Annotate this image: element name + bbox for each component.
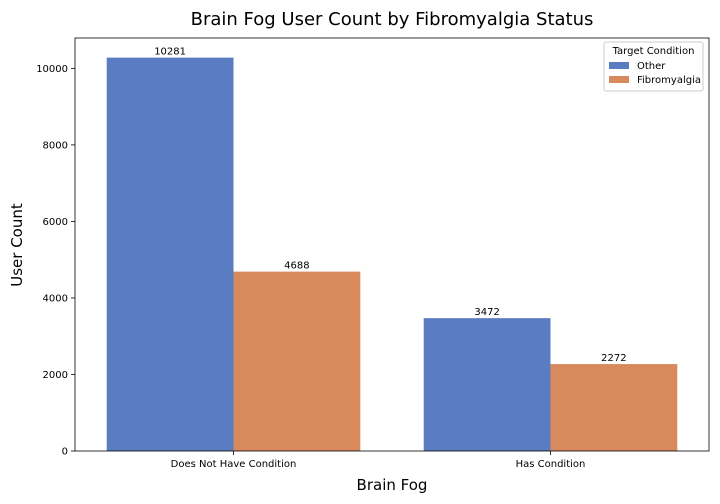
bar-fibromyalgia-1 bbox=[550, 364, 678, 451]
plot-frame bbox=[74, 37, 710, 452]
data-label: 3472 bbox=[474, 307, 499, 318]
y-tick-label: 4000 bbox=[43, 293, 68, 304]
plot-area: 10281 3472 4688 2272 0 2000 4000 6000 8000 10000 D… bbox=[36, 37, 710, 470]
legend: Target Condition Other Fibromyalgia bbox=[603, 41, 704, 92]
legend-swatch-fibromyalgia bbox=[609, 76, 629, 83]
bar-fibromyalgia-0 bbox=[233, 271, 361, 451]
x-axis-label: Brain Fog bbox=[357, 476, 428, 494]
data-label: 2272 bbox=[601, 353, 626, 364]
data-label: 4688 bbox=[284, 261, 309, 272]
y-tick-label: 2000 bbox=[43, 370, 68, 381]
chart-title: Brain Fog User Count by Fibromyalgia Sta… bbox=[191, 9, 594, 30]
y-tick-label: 10000 bbox=[36, 64, 68, 75]
y-tick-label: 8000 bbox=[43, 140, 68, 151]
legend-entry-other: Other bbox=[637, 61, 666, 72]
legend-swatch-other bbox=[609, 62, 629, 69]
y-tick-label: 0 bbox=[62, 447, 68, 458]
y-tick-label: 6000 bbox=[43, 217, 68, 228]
data-label: 10281 bbox=[154, 47, 186, 58]
bar-other-1 bbox=[423, 318, 551, 451]
x-tick-label: Does Not Have Condition bbox=[171, 459, 297, 470]
bar-other-0 bbox=[106, 57, 234, 451]
x-tick-label: Has Condition bbox=[516, 459, 586, 470]
y-axis-label: User Count bbox=[8, 203, 26, 287]
legend-entry-fibromyalgia: Fibromyalgia bbox=[637, 75, 701, 86]
legend-title: Target Condition bbox=[612, 46, 695, 57]
